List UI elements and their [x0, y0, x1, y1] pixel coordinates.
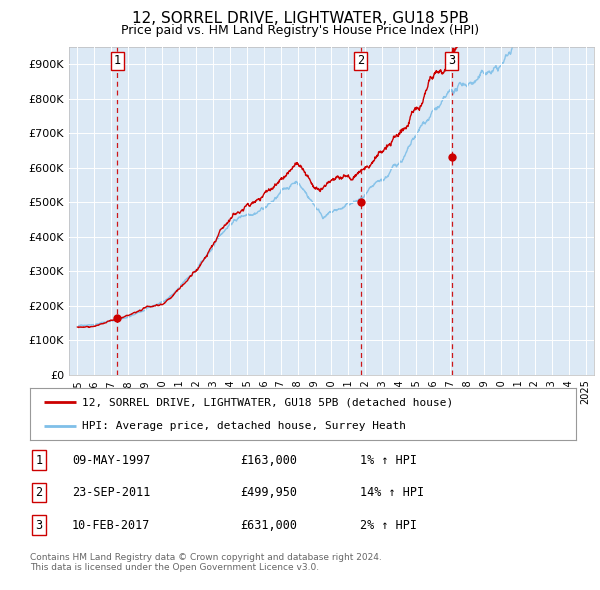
Text: 12, SORREL DRIVE, LIGHTWATER, GU18 5PB (detached house): 12, SORREL DRIVE, LIGHTWATER, GU18 5PB (…: [82, 397, 453, 407]
Text: Price paid vs. HM Land Registry's House Price Index (HPI): Price paid vs. HM Land Registry's House …: [121, 24, 479, 37]
Text: 1: 1: [114, 54, 121, 67]
Text: 12, SORREL DRIVE, LIGHTWATER, GU18 5PB: 12, SORREL DRIVE, LIGHTWATER, GU18 5PB: [131, 11, 469, 25]
Text: 10-FEB-2017: 10-FEB-2017: [72, 519, 151, 532]
Text: This data is licensed under the Open Government Licence v3.0.: This data is licensed under the Open Gov…: [30, 563, 319, 572]
Text: 2: 2: [357, 54, 364, 67]
Text: 14% ↑ HPI: 14% ↑ HPI: [360, 486, 424, 499]
Text: £163,000: £163,000: [240, 454, 297, 467]
Text: HPI: Average price, detached house, Surrey Heath: HPI: Average price, detached house, Surr…: [82, 421, 406, 431]
Text: 1% ↑ HPI: 1% ↑ HPI: [360, 454, 417, 467]
Text: 3: 3: [448, 54, 455, 67]
Text: 2: 2: [35, 486, 43, 499]
Text: £631,000: £631,000: [240, 519, 297, 532]
Text: 09-MAY-1997: 09-MAY-1997: [72, 454, 151, 467]
Text: £499,950: £499,950: [240, 486, 297, 499]
Text: 1: 1: [35, 454, 43, 467]
Text: 3: 3: [35, 519, 43, 532]
Text: 23-SEP-2011: 23-SEP-2011: [72, 486, 151, 499]
Text: 2% ↑ HPI: 2% ↑ HPI: [360, 519, 417, 532]
Text: Contains HM Land Registry data © Crown copyright and database right 2024.: Contains HM Land Registry data © Crown c…: [30, 553, 382, 562]
